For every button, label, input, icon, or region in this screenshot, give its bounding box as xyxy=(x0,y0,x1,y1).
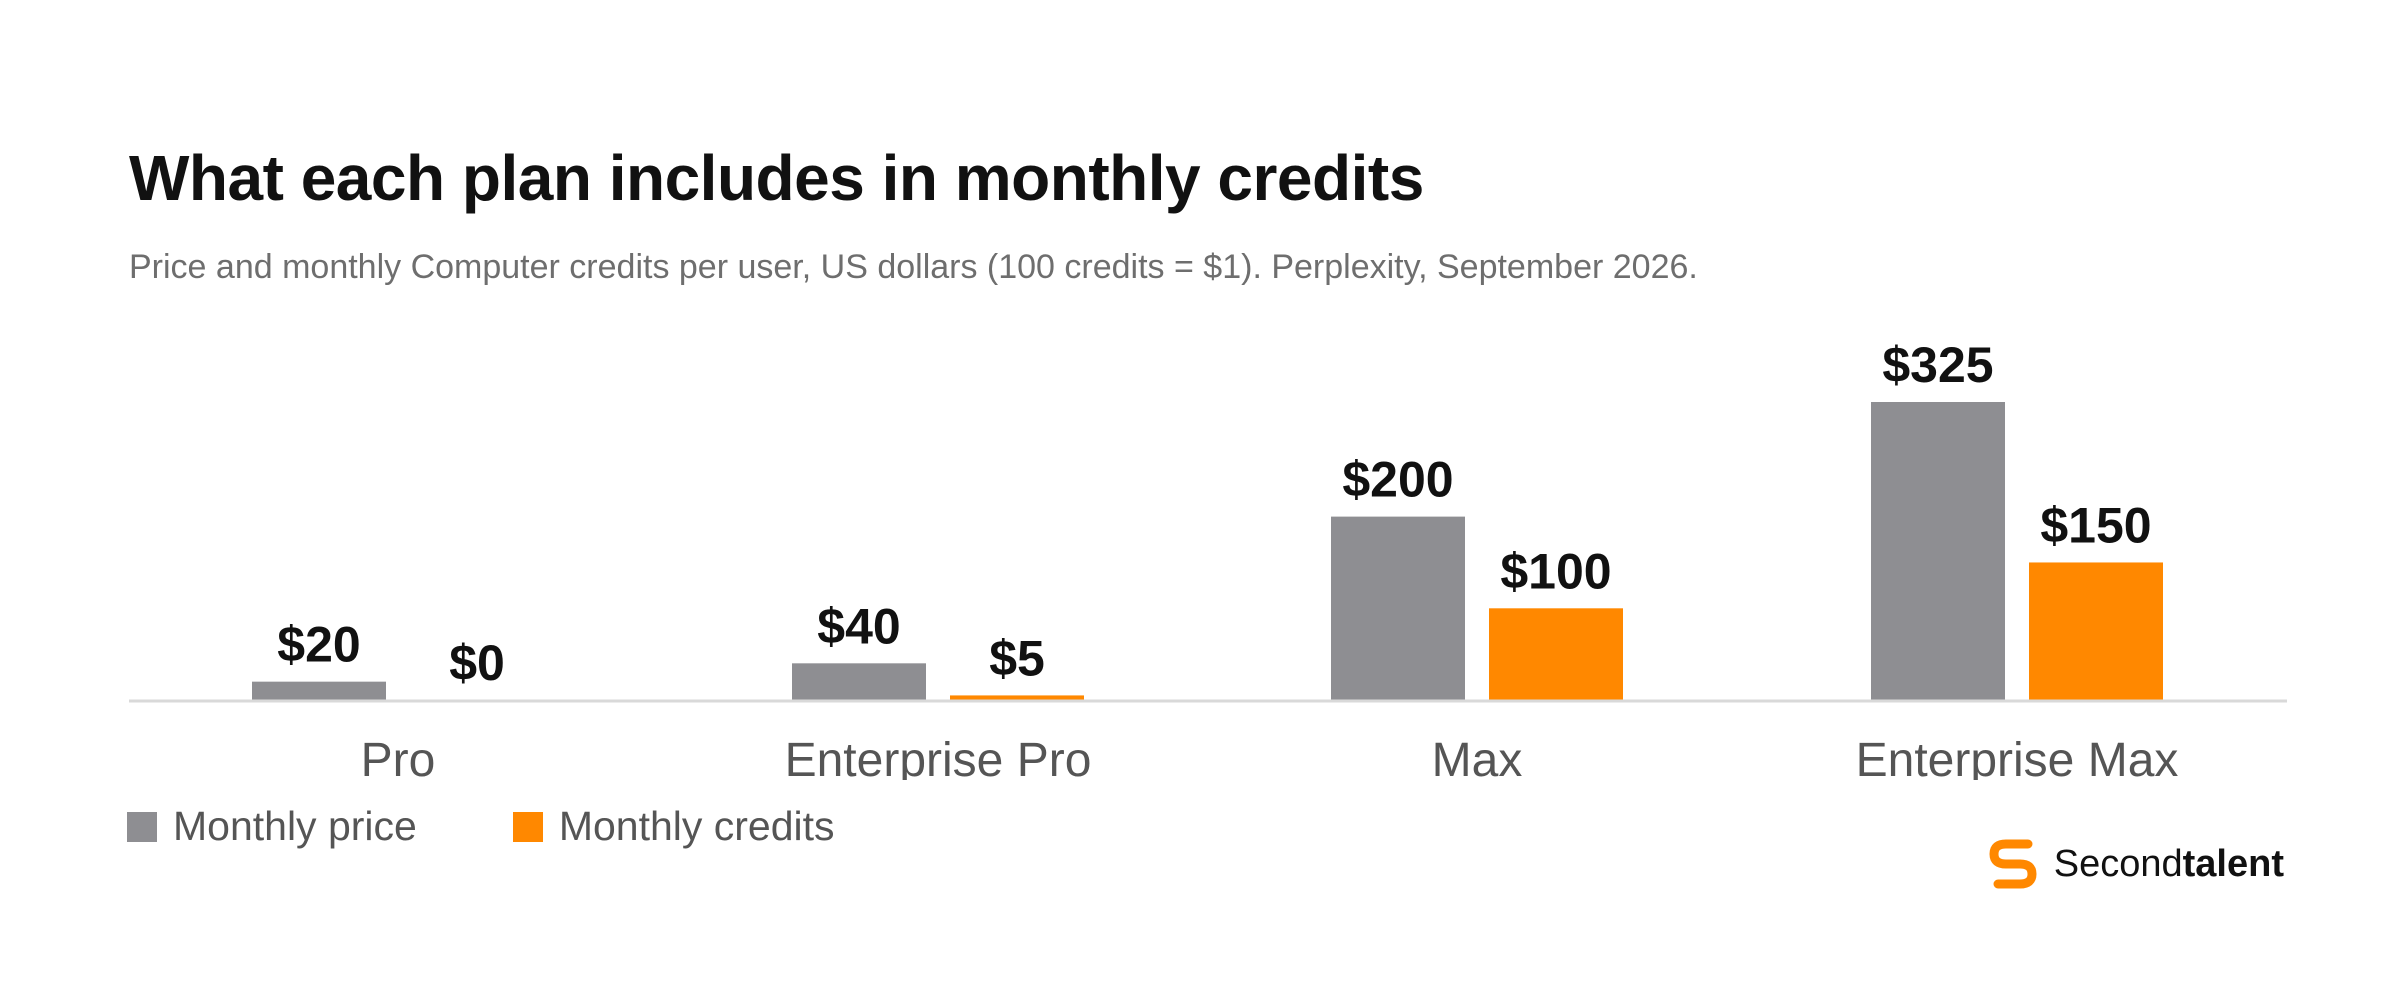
bar-credits-3 xyxy=(2029,562,2163,700)
legend: Monthly price Monthly credits xyxy=(127,806,931,847)
bar-price-3 xyxy=(1871,402,2005,700)
bar-credits-2 xyxy=(1489,608,1623,700)
data-label-credits-0: $0 xyxy=(449,635,505,691)
bar-credits-1 xyxy=(950,695,1084,700)
brand-logo: Secondtalent xyxy=(1986,838,2284,890)
x-tick-label-3: Enterprise Max xyxy=(1856,734,2179,780)
legend-label-credits: Monthly credits xyxy=(558,803,835,849)
data-label-price-3: $325 xyxy=(1882,337,1993,393)
bar-price-2 xyxy=(1331,516,1465,700)
legend-label-price: Monthly price xyxy=(173,803,417,849)
chart-subtitle: Price and monthly Computer credits per u… xyxy=(129,248,1698,286)
legend-swatch-credits xyxy=(512,811,543,842)
data-label-credits-2: $100 xyxy=(1500,543,1611,599)
data-label-price-2: $200 xyxy=(1342,452,1453,508)
chart-title: What each plan includes in monthly credi… xyxy=(129,142,1424,214)
data-label-price-1: $40 xyxy=(817,598,900,654)
bar-chart: $20 $0 Pro $40 $5 Enterprise Pro $200 $100 Max $3… xyxy=(129,337,2287,780)
data-label-price-0: $20 xyxy=(277,617,360,673)
brand-name-light: Second xyxy=(2053,843,2183,885)
brand-name-bold: talent xyxy=(2182,843,2284,885)
x-tick-label-2: Max xyxy=(1432,734,1523,780)
bar-price-1 xyxy=(792,663,926,700)
bar-price-0 xyxy=(252,681,386,700)
x-tick-label-1: Enterprise Pro xyxy=(785,734,1092,780)
brand-name: Secondtalent xyxy=(2054,845,2284,883)
data-label-credits-1: $5 xyxy=(989,630,1045,686)
legend-item-credits: Monthly credits xyxy=(512,803,835,849)
legend-item-price: Monthly price xyxy=(127,806,417,847)
x-tick-label-0: Pro xyxy=(361,734,436,780)
legend-swatch-price xyxy=(127,811,157,842)
secondtalent-logo-icon xyxy=(1989,839,2037,889)
data-label-credits-3: $150 xyxy=(2040,497,2151,553)
